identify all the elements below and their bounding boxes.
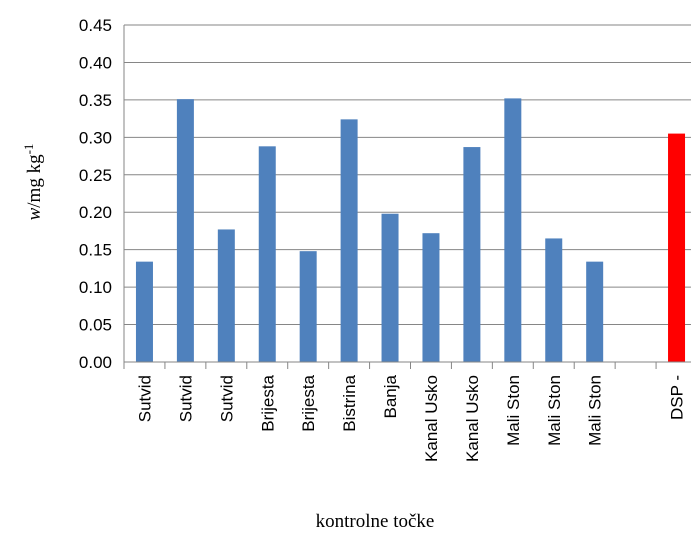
x-tick-label: Kanal Usko	[422, 375, 441, 462]
x-tick-label: Sutvid	[176, 375, 195, 422]
y-tick-label: 0.40	[79, 53, 112, 72]
y-tick-label: 0.45	[79, 16, 112, 35]
bar	[504, 98, 522, 362]
y-tick-label: 0.20	[79, 203, 112, 222]
x-tick-label: Sutvid	[135, 375, 154, 422]
bar	[176, 99, 194, 362]
x-tick-label: Brijesta	[299, 374, 318, 431]
y-tick-label: 0.25	[79, 166, 112, 185]
y-axis-variable: w	[24, 207, 45, 220]
bar	[299, 251, 317, 362]
y-tick-label: 0.05	[79, 316, 112, 335]
bar	[135, 261, 153, 362]
x-tick-label: Bistrina	[340, 374, 359, 431]
x-tick-labels: Sutvid Sutvid Sutvid Brijesta Brijesta Bistri…	[135, 374, 686, 461]
y-tick-label: 0.15	[79, 241, 112, 260]
bar	[545, 238, 563, 362]
bar	[340, 119, 358, 362]
axes	[123, 25, 691, 369]
bar	[217, 229, 235, 362]
y-axis-unit: /mg kg	[24, 154, 45, 208]
x-tick-label: DSP -	[668, 375, 687, 420]
x-tick-label: Mali Ston	[545, 375, 564, 446]
bar	[463, 147, 481, 362]
y-tick-label: 0.35	[79, 91, 112, 110]
y-tick-label: 0.00	[79, 353, 112, 372]
y-tick-label: 0.30	[79, 128, 112, 147]
x-tick-label: Mali Ston	[504, 375, 523, 446]
x-tick-label: Mali Ston	[586, 375, 605, 446]
gridlines	[124, 24, 691, 363]
y-axis-exponent: -1	[21, 144, 36, 155]
x-tick-label: Kanal Usko	[463, 375, 482, 462]
y-tick-label: 0.10	[79, 278, 112, 297]
x-tick-label: Sutvid	[217, 375, 236, 422]
y-tick-labels: 0.00 0.05 0.10 0.15 0.20 0.25 0.30 0.35 0.40 0.45	[79, 16, 112, 372]
bar	[668, 133, 686, 362]
bar	[258, 146, 276, 362]
x-tick-label: Banja	[381, 374, 400, 418]
bars	[135, 98, 686, 362]
x-axis-title: kontrolne točke	[316, 511, 435, 532]
y-axis-title: w/mg kg-1	[21, 144, 46, 221]
bar	[422, 233, 440, 362]
x-tick-label: Brijesta	[258, 374, 277, 431]
bar	[586, 261, 604, 362]
bar	[381, 213, 399, 362]
